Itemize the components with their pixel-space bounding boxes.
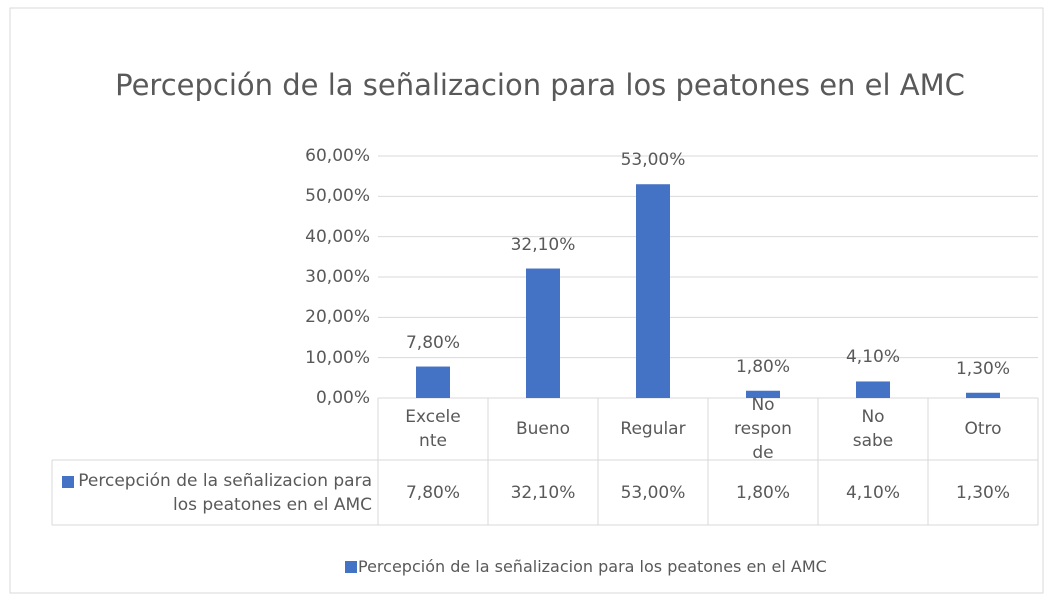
y-tick-label: 60,00% bbox=[305, 146, 370, 166]
legend-key bbox=[345, 561, 357, 573]
bar bbox=[746, 390, 780, 398]
table-value: 1,80% bbox=[735, 482, 790, 503]
table-value: 4,10% bbox=[845, 482, 900, 503]
data-label: 53,00% bbox=[620, 150, 686, 171]
table-value: 7,80% bbox=[405, 482, 460, 503]
data-label: 1,80% bbox=[735, 356, 790, 377]
y-tick-label: 40,00% bbox=[305, 226, 370, 247]
x-tick-label: No sabe bbox=[852, 407, 894, 451]
x-tick-label: No responde bbox=[734, 395, 792, 463]
data-label: 32,10% bbox=[510, 234, 576, 255]
x-tick-label: Excelente bbox=[405, 407, 461, 451]
bar bbox=[966, 392, 1000, 398]
bar bbox=[416, 366, 450, 398]
table-legend-key bbox=[62, 476, 74, 488]
table-value: 53,00% bbox=[620, 482, 686, 503]
bar bbox=[856, 381, 890, 398]
x-tick-label: Bueno bbox=[515, 419, 571, 439]
y-tick-label: 10,00% bbox=[305, 347, 370, 368]
table-row-header: Percepción de la señalizacion para los p… bbox=[78, 470, 372, 515]
y-tick-label: 30,00% bbox=[305, 267, 370, 287]
chart-title: Percepción de la señalizacion para los p… bbox=[115, 68, 965, 102]
x-tick-label: Regular bbox=[620, 419, 686, 439]
bar bbox=[636, 184, 670, 398]
data-label: 7,80% bbox=[405, 332, 460, 353]
table-value: 1,30% bbox=[955, 482, 1010, 503]
y-tick-label: 0,00% bbox=[315, 388, 370, 408]
y-tick-label: 20,00% bbox=[305, 307, 370, 328]
data-label: 4,10% bbox=[845, 347, 900, 368]
table-value: 32,10% bbox=[510, 482, 576, 503]
data-label: 1,30% bbox=[955, 358, 1010, 379]
y-tick-label: 50,00% bbox=[305, 186, 370, 207]
x-tick-label: Otro bbox=[964, 419, 1002, 439]
legend-label: Percepción de la señalizacion para los p… bbox=[358, 557, 827, 576]
bar bbox=[526, 268, 560, 398]
